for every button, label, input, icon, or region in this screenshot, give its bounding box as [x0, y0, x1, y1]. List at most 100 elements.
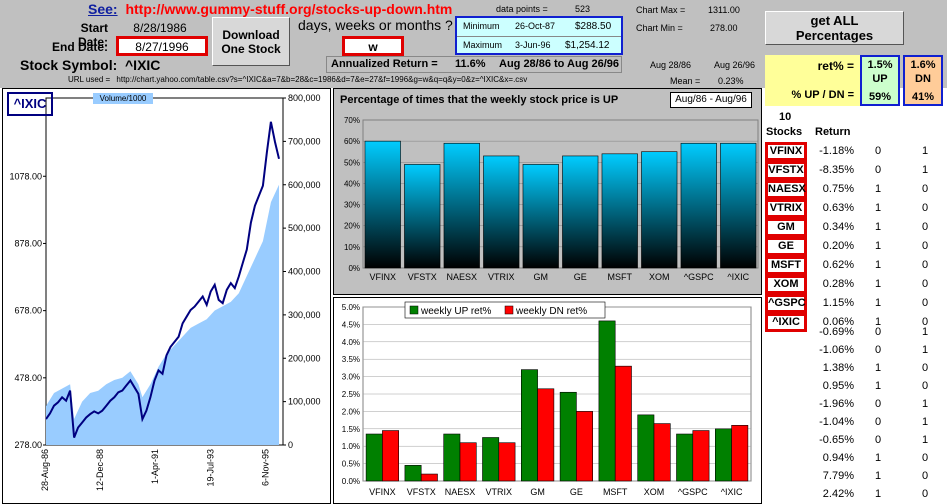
- weekly-dn-flag: 1: [921, 416, 929, 428]
- y-axis-label: 20%: [344, 222, 360, 231]
- right-axis-label: 100,000: [288, 397, 321, 407]
- stock-return: 0.20%: [822, 240, 854, 252]
- up-pct-bar: [562, 155, 599, 269]
- price-line: [45, 121, 280, 438]
- weekly-dn-bar: [459, 442, 477, 482]
- y-axis-label: 0.0%: [342, 477, 360, 486]
- x-axis-label: XOM: [649, 272, 670, 282]
- stock-symbol-cell[interactable]: VFSTX: [765, 161, 807, 180]
- gummy-stuff-link[interactable]: http://www.gummy-stuff.org/stocks-up-dow…: [125, 1, 453, 17]
- chart-min-value: 278.00: [710, 23, 738, 33]
- stock-symbol-cell[interactable]: XOM: [765, 275, 807, 294]
- up-pct-bar: [601, 153, 638, 269]
- y-axis-label: 70%: [344, 116, 360, 125]
- stock-up-flag: 1: [874, 202, 882, 214]
- see-label: See:: [88, 1, 118, 17]
- stock-symbol-cell[interactable]: ^GSPC: [765, 294, 807, 313]
- stock-return: 0.62%: [822, 259, 854, 271]
- min-value: $288.50: [575, 21, 612, 32]
- stock-symbol-cell[interactable]: GM: [765, 218, 807, 237]
- period-prompt: days, weeks or months ?: [298, 17, 453, 33]
- data-points-label: data points =: [496, 4, 548, 14]
- stock-up-flag: 1: [874, 259, 882, 271]
- y-axis-label: 4.5%: [342, 320, 360, 329]
- volume-legend: Volume/1000: [93, 93, 153, 104]
- stock-dn-flag: 0: [921, 297, 929, 309]
- weekly-dn-bar: [382, 430, 399, 482]
- max-value: $1,254.12: [565, 40, 610, 51]
- url-line: URL used = http://chart.yahoo.com/table.…: [68, 75, 527, 84]
- period-input[interactable]: w: [342, 36, 404, 56]
- y-axis-label: 3.0%: [342, 373, 360, 382]
- weekly-dn-bar: [537, 388, 555, 482]
- url-label: URL used =: [68, 75, 111, 84]
- weekly-dn-bar: [692, 430, 710, 482]
- x-axis-label: MSFT: [608, 272, 633, 282]
- weekly-up-bar: [559, 391, 577, 482]
- stock-return: 0.34%: [822, 221, 854, 233]
- weekly-up-bar: [443, 433, 461, 482]
- stock-symbol-cell[interactable]: ^IXIC: [765, 313, 807, 332]
- stock-symbol-cell[interactable]: VTRIX: [765, 199, 807, 218]
- weekly-up-flag: 0: [874, 398, 882, 410]
- weekly-dn-flag: 0: [921, 380, 929, 392]
- end-date-label: End Date:: [51, 40, 108, 54]
- y-axis-label: 0%: [348, 264, 360, 273]
- weekly-dn-flag: 0: [921, 452, 929, 464]
- y-axis-label: 50%: [344, 158, 360, 167]
- annualized-label: Annualized Return =: [331, 58, 438, 70]
- weekly-return: -0.69%: [819, 326, 854, 338]
- max-label: Maximum: [463, 40, 503, 50]
- chart-max-value: 1311.00: [708, 5, 740, 15]
- stock-symbol-cell[interactable]: MSFT: [765, 256, 807, 275]
- mean-value: 0.23%: [718, 76, 744, 86]
- min-date: 26-Oct-87: [515, 21, 556, 31]
- x-axis-label: NAESX: [445, 487, 476, 497]
- stock-up-flag: 0: [874, 164, 882, 176]
- weekly-up-flag: 1: [874, 380, 882, 392]
- weekly-return: 0.94%: [822, 452, 854, 464]
- end-date-input[interactable]: 8/27/1996: [116, 36, 208, 56]
- x-axis-label: VTRIX: [488, 272, 515, 282]
- mean-label: Mean =: [670, 76, 701, 86]
- right-axis-label: 600,000: [288, 180, 321, 190]
- stock-symbol-cell[interactable]: NAESX: [765, 180, 807, 199]
- weekly-return: 1.38%: [822, 362, 854, 374]
- up-summary-cell: 1.5% UP 59%: [860, 55, 900, 106]
- data-points-value: 523: [575, 4, 591, 14]
- price-chart-title: ^IXIC: [7, 92, 53, 116]
- min-label: Minimum: [463, 21, 500, 31]
- stock-symbol-value[interactable]: ^IXIC: [125, 57, 161, 73]
- see-row: See: http://www.gummy-stuff.org/stocks-u…: [88, 1, 452, 17]
- weekly-dn-flag: 1: [921, 434, 929, 446]
- right-axis-label: 200,000: [288, 353, 321, 363]
- left-axis-label: 478.00: [14, 373, 42, 383]
- stock-dn-flag: 0: [921, 202, 929, 214]
- legend-up-label: weekly UP ret%: [420, 306, 492, 317]
- stock-symbol-cell[interactable]: VFINX: [765, 142, 807, 161]
- get-all-percentages-button[interactable]: get ALL Percentages: [765, 11, 904, 45]
- x-axis-label: 1-Apr-91: [150, 449, 160, 484]
- weekly-dn-flag: 0: [921, 362, 929, 374]
- stock-symbol-cell[interactable]: GE: [765, 237, 807, 256]
- weekly-up-flag: 0: [874, 416, 882, 428]
- y-axis-label: 3.5%: [342, 355, 360, 364]
- stock-up-flag: 1: [874, 183, 882, 195]
- x-axis-label: 19-Jul-93: [205, 449, 215, 487]
- y-axis-label: 1.5%: [342, 425, 360, 434]
- stock-dn-flag: 0: [921, 278, 929, 290]
- left-axis-label: 1078.00: [9, 171, 42, 181]
- start-date-value: 8/28/1986: [133, 21, 187, 35]
- up-pct: 1.5%: [867, 59, 893, 71]
- y-axis-label: 1.0%: [342, 442, 360, 451]
- y-axis-label: 10%: [344, 243, 360, 252]
- up-pct-bar: [443, 142, 480, 269]
- download-one-stock-button[interactable]: Download One Stock: [212, 17, 290, 66]
- up-pct-chart-title: Percentage of times that the weekly stoc…: [340, 94, 619, 106]
- weekly-dn-bar: [498, 442, 516, 482]
- weekly-up-flag: 1: [874, 488, 882, 500]
- weekly-up-bar: [404, 465, 422, 482]
- x-axis-label: VFINX: [369, 487, 396, 497]
- x-axis-label: VFSTX: [407, 487, 436, 497]
- chart-max-label: Chart Max =: [636, 5, 686, 15]
